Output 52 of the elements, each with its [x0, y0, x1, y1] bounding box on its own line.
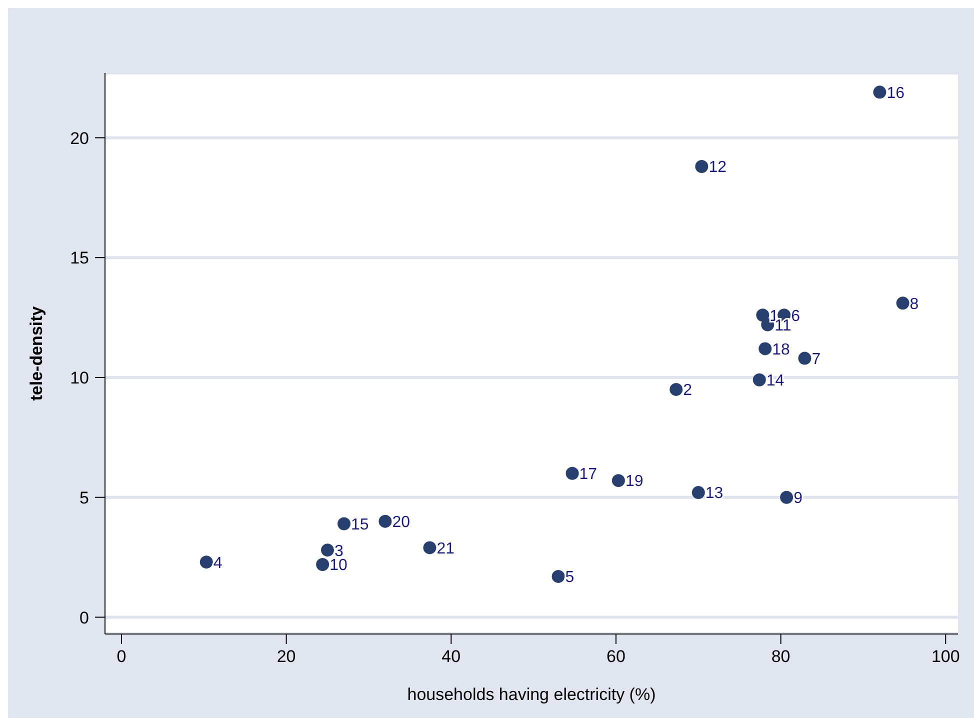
annotation: 4	[213, 554, 222, 572]
annotation: 18	[772, 341, 790, 358]
point	[338, 517, 351, 530]
point	[752, 373, 766, 386]
point	[798, 352, 812, 365]
annotation: 15	[351, 516, 369, 534]
annotation: 20	[392, 514, 410, 531]
x-tick-label: 20	[276, 647, 296, 666]
annotation: 16	[886, 84, 905, 102]
point	[695, 160, 708, 173]
point	[612, 474, 625, 488]
point	[692, 486, 705, 500]
point	[896, 296, 910, 310]
x-tick-label: 100	[931, 647, 960, 666]
annotation: 8	[910, 296, 919, 313]
annotation: 2	[683, 382, 692, 400]
point	[780, 490, 794, 504]
y-tick-label: 20	[70, 128, 89, 148]
annotation: 17	[579, 466, 598, 484]
point	[316, 558, 330, 571]
annotation: 19	[625, 473, 644, 490]
annotation: 6	[791, 308, 800, 325]
x-tick-label: 40	[442, 647, 461, 666]
x-tick-label: 0	[116, 647, 126, 666]
point	[552, 570, 565, 583]
annotation: 7	[812, 350, 821, 368]
point	[378, 514, 392, 528]
point	[756, 308, 770, 322]
point	[566, 466, 579, 480]
y-tick-label: 5	[80, 488, 89, 508]
y-tick-label: 0	[80, 608, 89, 628]
annotation: 10	[330, 557, 348, 574]
x-axis-title: households having electricity (%)	[407, 685, 656, 704]
annotation: 13	[705, 485, 724, 502]
x-tick-label: 80	[771, 647, 790, 666]
point	[200, 556, 213, 569]
point	[423, 541, 436, 554]
point	[873, 86, 886, 99]
annotation: 3	[334, 542, 344, 560]
annotation: 9	[794, 490, 803, 508]
point	[321, 544, 334, 557]
point	[758, 342, 772, 356]
annotation: 21	[436, 540, 455, 558]
y-tick-label: 10	[70, 368, 89, 388]
annotation: 11	[774, 317, 792, 334]
annotation: 12	[708, 159, 727, 176]
annotation: 5	[565, 569, 574, 586]
y-tick-label: 15	[70, 248, 89, 268]
annotation: 14	[766, 372, 784, 390]
y-axis-title: tele-density	[27, 306, 46, 401]
x-tick-label: 60	[606, 647, 626, 666]
point	[670, 382, 683, 396]
